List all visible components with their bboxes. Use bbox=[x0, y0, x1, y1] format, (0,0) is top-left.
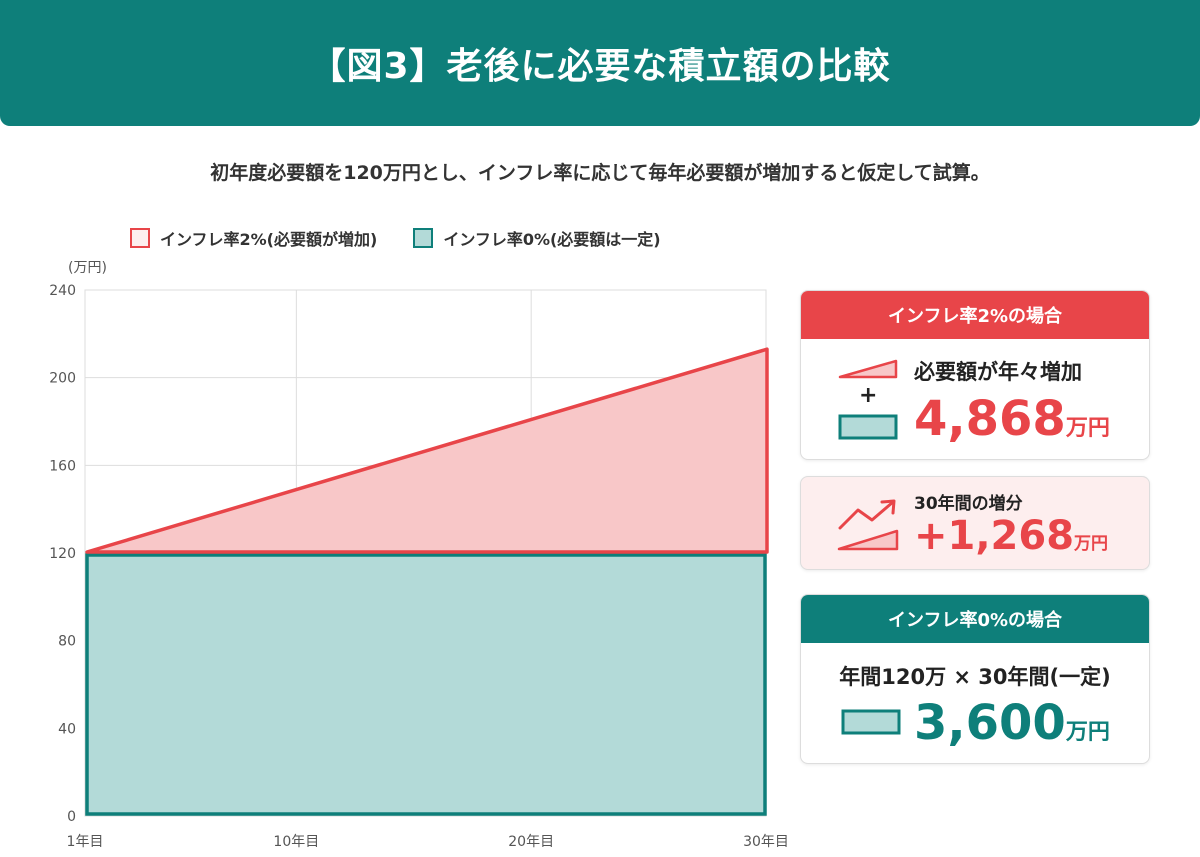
legend-swatch-inflation0 bbox=[413, 228, 434, 248]
flat-bar-icon bbox=[841, 709, 901, 735]
card-increase: 30年間の増分 +1,268万円 bbox=[800, 476, 1150, 570]
rising-wedge-icon bbox=[837, 529, 899, 551]
legend-item-inflation0: インフレ率0%(必要額は一定) bbox=[413, 226, 661, 250]
card-inflation2-total: 4,868万円 bbox=[914, 391, 1110, 447]
card-inflation2-value: 4,868 bbox=[914, 391, 1066, 447]
card-inflation2-header: インフレ率2%の場合 bbox=[801, 291, 1149, 339]
trend-up-icon bbox=[838, 499, 896, 530]
area-chart: 0 40 80 120 160 200 240 1年目 10年目 20年目 30年目 bbox=[49, 283, 789, 850]
card-inflation2: インフレ率2%の場合 + 必要額が年々増加 4,868万円 bbox=[800, 290, 1150, 460]
legend: インフレ率2%(必要額が増加) インフレ率0%(必要額は一定) bbox=[130, 226, 661, 250]
page-title: 【図3】老後に必要な積立額の比較 bbox=[309, 46, 891, 87]
card-inflation2-label: 必要額が年々増加 bbox=[914, 360, 1082, 384]
series-area-inflation0 bbox=[85, 553, 767, 816]
card-inflation0-label: 年間120万 × 30年間(一定) bbox=[839, 665, 1111, 689]
y-tick-label: 80 bbox=[58, 634, 76, 650]
y-tick-label: 0 bbox=[67, 809, 76, 825]
card-increase-total: +1,268万円 bbox=[914, 513, 1108, 559]
card-inflation2-unit: 万円 bbox=[1065, 416, 1110, 441]
card-increase-unit: 万円 bbox=[1074, 534, 1109, 554]
card-increase-title: 30年間の増分 bbox=[914, 494, 1023, 514]
x-tick-label: 30年目 bbox=[743, 834, 789, 850]
y-axis-unit-label: (万円) bbox=[68, 260, 107, 276]
subtitle: 初年度必要額を120万円とし、インフレ率に応じて毎年必要額が増加すると仮定して試… bbox=[210, 162, 990, 184]
card-inflation0-value: 3,600 bbox=[914, 695, 1066, 751]
legend-swatch-inflation2 bbox=[130, 228, 150, 248]
y-tick-label: 200 bbox=[49, 371, 76, 387]
y-tick-label: 40 bbox=[58, 721, 76, 737]
card-increase-value: +1,268 bbox=[914, 513, 1075, 559]
y-tick-label: 120 bbox=[49, 546, 76, 562]
rising-wedge-icon bbox=[838, 359, 898, 379]
series-area-inflation2 bbox=[85, 347, 769, 554]
y-tick-label: 240 bbox=[49, 283, 76, 299]
card-inflation0-header: インフレ率0%の場合 bbox=[801, 595, 1149, 643]
card-inflation0: インフレ率0%の場合 年間120万 × 30年間(一定) 3,600万円 bbox=[800, 594, 1150, 764]
card-inflation0-total: 3,600万円 bbox=[914, 695, 1110, 751]
x-tick-label: 10年目 bbox=[273, 834, 319, 850]
card-inflation0-unit: 万円 bbox=[1065, 720, 1110, 745]
header-banner: 【図3】老後に必要な積立額の比較 bbox=[0, 0, 1200, 126]
x-tick-label: 20年目 bbox=[508, 834, 554, 850]
legend-label-inflation2: インフレ率2%(必要額が増加) bbox=[160, 230, 378, 249]
legend-item-inflation2: インフレ率2%(必要額が増加) bbox=[130, 226, 377, 250]
plus-sign: + bbox=[859, 383, 878, 408]
legend-label-inflation0: インフレ率0%(必要額は一定) bbox=[443, 230, 661, 249]
flat-bar-icon bbox=[838, 414, 898, 440]
x-tick-label: 1年目 bbox=[67, 834, 104, 850]
y-tick-label: 160 bbox=[49, 458, 76, 474]
